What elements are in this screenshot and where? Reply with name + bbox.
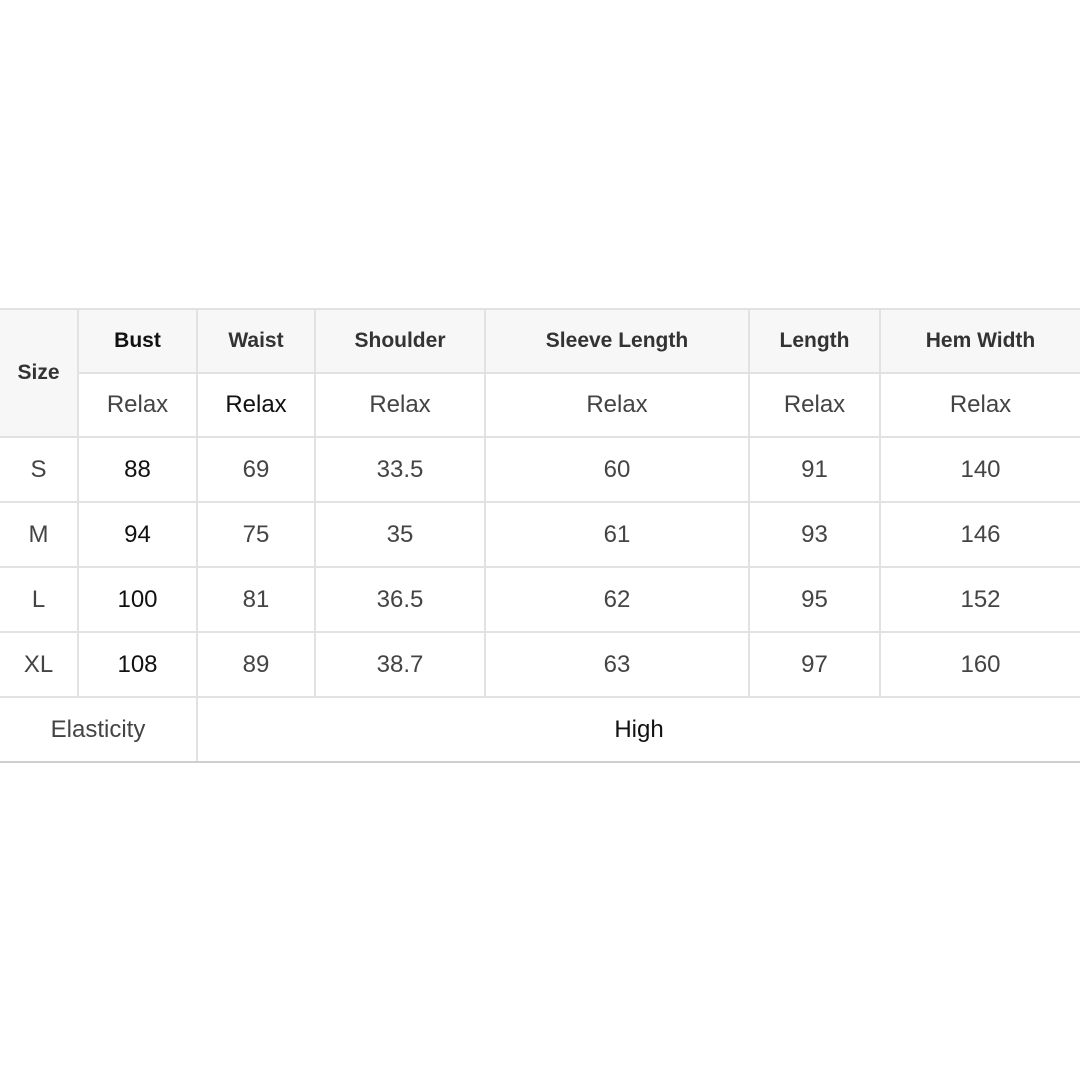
size-cell: XL	[0, 631, 79, 698]
fit-cell: Relax	[78, 372, 198, 438]
measurement-cell: 61	[484, 501, 750, 568]
size-chart-table: Size Bust Waist Shoulder Sleeve Length L…	[0, 308, 1080, 763]
measurement-cell: 33.5	[314, 436, 486, 503]
measurement-cell: 140	[879, 436, 1080, 503]
measurement-cell: 63	[484, 631, 750, 698]
measurement-cell: 146	[879, 501, 1080, 568]
fit-cell: Relax	[314, 372, 486, 438]
column-header-shoulder: Shoulder	[314, 308, 486, 374]
measurement-cell: 81	[196, 566, 316, 633]
column-header-waist: Waist	[196, 308, 316, 374]
measurement-cell: 36.5	[314, 566, 486, 633]
measurement-cell: 100	[77, 566, 198, 633]
fit-cell: Relax	[484, 372, 750, 438]
fit-cell: Relax	[748, 372, 881, 438]
measurement-cell: 38.7	[314, 631, 486, 698]
size-row: M 94 75 35 61 93 146	[0, 501, 1080, 568]
size-row: XL 108 89 38.7 63 97 160	[0, 631, 1080, 698]
measurement-cell: 62	[484, 566, 750, 633]
size-cell: L	[0, 566, 79, 633]
fit-cell: Relax	[196, 372, 316, 438]
measurement-cell: 89	[196, 631, 316, 698]
elasticity-row: Elasticity High	[0, 696, 1080, 763]
measurement-cell: 152	[879, 566, 1080, 633]
column-header-length: Length	[748, 308, 881, 374]
fit-row: Relax Relax Relax Relax Relax Relax	[0, 372, 1080, 438]
column-header-sleeve-length: Sleeve Length	[484, 308, 750, 374]
measurement-cell: 95	[748, 566, 881, 633]
measurement-cell: 88	[77, 436, 198, 503]
column-header-bust: Bust	[77, 308, 198, 374]
measurement-cell: 94	[77, 501, 198, 568]
measurement-cell: 75	[196, 501, 316, 568]
column-header-hem-width: Hem Width	[879, 308, 1080, 374]
measurement-cell: 69	[196, 436, 316, 503]
measurement-cell: 97	[748, 631, 881, 698]
fit-cell: Relax	[879, 372, 1080, 438]
measurement-cell: 60	[484, 436, 750, 503]
measurement-cell: 93	[748, 501, 881, 568]
measurement-cell: 91	[748, 436, 881, 503]
measurement-cell: 160	[879, 631, 1080, 698]
elasticity-label: Elasticity	[0, 696, 198, 763]
header-row: Size Bust Waist Shoulder Sleeve Length L…	[0, 308, 1080, 438]
size-cell: M	[0, 501, 79, 568]
measurement-cell: 108	[77, 631, 198, 698]
size-row: L 100 81 36.5 62 95 152	[0, 566, 1080, 633]
elasticity-value: High	[196, 696, 1080, 763]
size-cell: S	[0, 436, 79, 503]
size-header: Size	[0, 308, 79, 438]
measurement-cell: 35	[314, 501, 486, 568]
size-row: S 88 69 33.5 60 91 140	[0, 436, 1080, 503]
